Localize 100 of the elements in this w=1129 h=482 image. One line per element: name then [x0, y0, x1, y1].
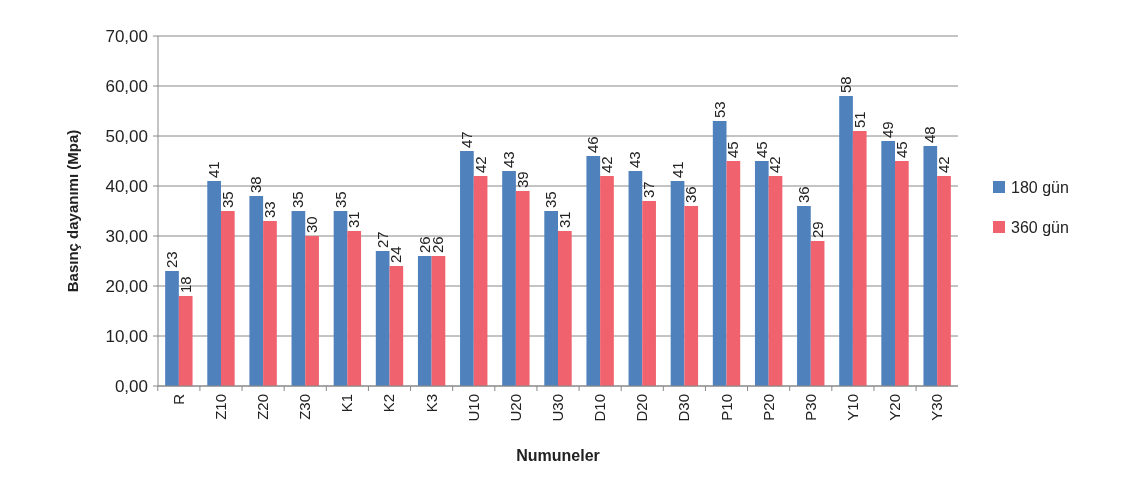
bar [810, 241, 825, 386]
bar [852, 131, 867, 386]
x-tick-label: Z30 [296, 394, 314, 420]
data-label: 42 [766, 156, 784, 173]
bar [389, 266, 404, 386]
bar [923, 146, 938, 386]
data-label: 24 [387, 246, 405, 263]
data-label: 37 [640, 181, 658, 198]
data-label: 35 [331, 191, 349, 208]
data-label: 45 [724, 141, 742, 158]
bar [754, 161, 769, 386]
x-tick-label: K2 [380, 394, 398, 413]
data-label: 31 [555, 211, 573, 228]
bar [768, 176, 783, 386]
legend-label: 360 gün [1011, 218, 1069, 236]
x-tick-label: U10 [464, 394, 482, 422]
y-tick-label: 50,00 [105, 126, 148, 146]
bar [628, 171, 643, 386]
bar [460, 151, 474, 386]
data-label: 35 [289, 191, 307, 208]
data-label: 39 [513, 171, 531, 188]
bar [642, 201, 656, 386]
y-tick-label: 30,00 [105, 226, 148, 246]
bar [249, 196, 264, 386]
data-label: 46 [584, 136, 602, 153]
bar [431, 256, 446, 386]
y-tick-label: 20,00 [105, 276, 148, 296]
bar [305, 236, 319, 386]
data-label: 29 [808, 221, 826, 238]
data-label: 30 [303, 216, 321, 233]
data-label: 49 [879, 121, 897, 138]
x-tick-label: U30 [549, 394, 566, 422]
data-label: 27 [373, 231, 391, 248]
data-label: 18 [176, 276, 194, 293]
y-tick-label: 0,00 [114, 376, 148, 396]
y-tick-label: 60,00 [105, 76, 148, 96]
x-tick-label: K1 [338, 394, 356, 413]
y-tick-label: 40,00 [105, 176, 148, 196]
bar [333, 211, 348, 386]
bar [684, 206, 699, 386]
bar [712, 121, 727, 386]
data-label: 51 [850, 111, 868, 128]
y-axis-title: Basınç dayanımı (Mpa) [64, 129, 81, 293]
data-label: 58 [837, 76, 855, 93]
x-tick-label: R [169, 393, 187, 405]
bar [263, 221, 277, 386]
bar [670, 181, 685, 386]
data-label: 35 [218, 191, 236, 208]
bar [895, 161, 909, 386]
x-tick-label: Z10 [211, 394, 229, 420]
bar [375, 251, 390, 386]
bar [515, 191, 530, 386]
x-tick-label: Y30 [928, 394, 946, 421]
bar [937, 176, 951, 386]
bar [220, 211, 235, 386]
data-label: 48 [921, 126, 939, 143]
bar [207, 181, 221, 386]
bar [502, 171, 516, 386]
bar [797, 206, 811, 386]
x-tick-label: P30 [801, 394, 819, 421]
data-label: 33 [260, 201, 278, 218]
x-tick-label: D20 [633, 394, 651, 422]
data-label: 38 [247, 176, 265, 193]
bar [558, 231, 572, 386]
x-tick-label: P10 [717, 394, 735, 421]
data-label: 43 [626, 151, 644, 168]
data-label: 41 [205, 161, 223, 178]
x-tick-label: P20 [759, 394, 777, 421]
x-tick-label: U20 [506, 394, 524, 422]
bar [347, 231, 362, 386]
bar [839, 96, 853, 386]
x-tick-label: Y10 [843, 394, 861, 421]
data-label: 35 [542, 191, 560, 208]
y-tick-label: 10,00 [105, 326, 148, 346]
data-label: 45 [752, 141, 770, 158]
bar [881, 141, 896, 386]
x-tick-label: Z20 [254, 394, 272, 420]
legend-label: 180 gün [1011, 178, 1069, 196]
x-tick-label: Y20 [886, 394, 904, 421]
x-tick-label: K3 [422, 394, 440, 413]
x-tick-label: D30 [675, 394, 693, 422]
data-label: 36 [682, 186, 700, 203]
bar [473, 176, 488, 386]
data-label: 42 [597, 156, 615, 173]
bar [178, 296, 193, 386]
data-label: 41 [668, 161, 686, 178]
data-label: 43 [500, 151, 518, 168]
y-tick-label: 70,00 [105, 26, 148, 46]
data-label: 42 [471, 156, 489, 173]
bar [726, 161, 741, 386]
data-label: 45 [892, 141, 910, 158]
data-label: 31 [345, 211, 363, 228]
data-label: 36 [794, 186, 812, 203]
x-tick-label: D10 [591, 394, 609, 422]
x-axis-title: Numuneler [516, 447, 600, 464]
bar [600, 176, 614, 386]
data-label: 23 [163, 251, 181, 268]
bar [165, 271, 179, 386]
bar [291, 211, 306, 386]
data-label: 53 [710, 101, 728, 118]
